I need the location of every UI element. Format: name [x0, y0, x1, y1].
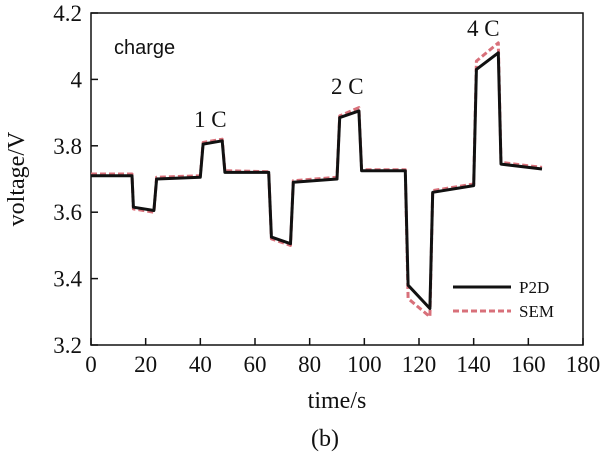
x-tick-label: 140 [456, 352, 491, 377]
annotation-4c: 4 C [467, 16, 500, 41]
y-tick-label: 3.2 [53, 333, 82, 358]
legend: P2D SEM [453, 278, 554, 321]
x-axis-label: time/s [308, 388, 367, 414]
plot-frame [90, 12, 584, 346]
legend-label-sem: SEM [519, 302, 554, 321]
legend-label-p2d: P2D [519, 278, 549, 297]
y-tick-label: 3.6 [53, 200, 82, 225]
x-tick-label: 120 [402, 352, 437, 377]
figure-caption: (b) [311, 426, 339, 452]
x-tick-label: 40 [189, 352, 212, 377]
y-tick-label: 3.8 [53, 134, 82, 159]
y-axis-label: voltage/V [4, 131, 30, 226]
x-tick-label: 180 [566, 352, 601, 377]
x-tick-label: 0 [85, 352, 97, 377]
annotation-1c: 1 C [194, 107, 227, 132]
ticks-layer: 0 20 40 60 80 100 120 140 160 180 3.2 3.4 3.6 3.8 4 4.2 [53, 1, 600, 377]
x-tick-label: 80 [298, 352, 321, 377]
y-tick-label: 4.2 [53, 1, 82, 26]
x-tick-label: 60 [244, 352, 267, 377]
annotation-charge: charge [114, 37, 175, 59]
x-tick-label: 160 [511, 352, 546, 377]
series-line-sem [91, 41, 543, 319]
y-tick-label: 4 [71, 67, 83, 92]
series-layer [91, 41, 543, 319]
x-tick-label: 100 [347, 352, 382, 377]
annotation-2c: 2 C [331, 74, 364, 99]
x-tick-label: 20 [134, 352, 157, 377]
series-line-p2d [91, 51, 543, 310]
y-tick-label: 3.4 [53, 267, 82, 292]
